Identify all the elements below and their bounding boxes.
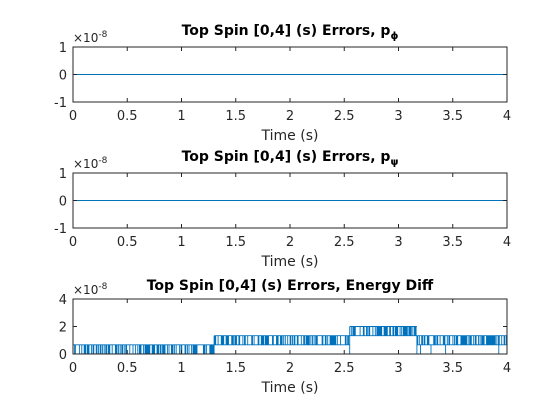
x-tick-label: 3 [394, 235, 402, 250]
y-axis-multiplier-base: ×10 [73, 157, 98, 171]
y-tick-label: -1 [54, 96, 67, 111]
x-tick-label: 3 [394, 109, 402, 124]
x-tick-label: 2 [286, 235, 294, 250]
x-tick-label: 2.5 [334, 235, 355, 250]
y-tick-label: 0 [59, 348, 67, 363]
chart-title-subscript: ψ [390, 157, 398, 168]
x-axis-label: Time (s) [261, 128, 319, 144]
y-axis-multiplier-exponent: -8 [98, 156, 107, 166]
chart-title-main: Top Spin [0,4] (s) Errors, Energy Diff [147, 278, 434, 294]
tick-layer: 0 0.5 1 1.5 2 2.5 3 3.5 4 0 2 4 [59, 293, 511, 376]
chart-title: Top Spin [0,4] (s) Errors, pϕ [182, 23, 399, 42]
energy-diff-series [73, 326, 507, 355]
x-tick-label: 1 [177, 109, 185, 124]
x-tick-label: 1 [177, 235, 185, 250]
x-tick-label: 1 [177, 361, 185, 376]
subplot-energy-diff: 0 0.5 1 1.5 2 2.5 3 3.5 4 0 2 4 Top Spin [0,4] (s) … [59, 278, 511, 396]
x-tick-label: 1.5 [225, 109, 246, 124]
x-tick-label: 0 [69, 109, 77, 124]
x-tick-label: 3.5 [442, 109, 463, 124]
chart-title: Top Spin [0,4] (s) Errors, pψ [182, 149, 399, 168]
y-tick-label: 0 [59, 69, 67, 84]
y-tick-label: 4 [59, 293, 67, 308]
y-axis-multiplier-base: ×10 [73, 283, 98, 297]
x-tick-label: 3.5 [442, 361, 463, 376]
subplot-p-phi: 0 0.5 1 1.5 2 2.5 3 3.5 4-101 Top Spin [0,4] (s)… [54, 23, 511, 144]
chart-title-subscript: ϕ [390, 31, 398, 42]
y-tick-label: -1 [54, 222, 67, 237]
y-tick-label: 1 [59, 167, 67, 182]
x-tick-label: 4 [503, 109, 511, 124]
x-tick-label: 3 [394, 361, 402, 376]
x-tick-label: 0 [69, 361, 77, 376]
subplot-p-psi: 0 0.5 1 1.5 2 2.5 3 3.5 4-101 Top Spin [0,4] (s)… [54, 149, 511, 270]
x-tick-label: 2.5 [334, 109, 355, 124]
x-tick-label: 4 [503, 361, 511, 376]
y-axis-multiplier-exponent: -8 [98, 30, 107, 40]
x-tick-label: 2 [286, 109, 294, 124]
y-axis-multiplier: ×10-8 [73, 282, 108, 297]
tick-layer: 0 0.5 1 1.5 2 2.5 3 3.5 4-101 [54, 167, 511, 250]
x-tick-label: 1.5 [225, 361, 246, 376]
x-tick-label: 0.5 [117, 361, 138, 376]
y-tick-label: 0 [59, 195, 67, 210]
x-tick-label: 1.5 [225, 235, 246, 250]
y-tick-label: 1 [59, 41, 67, 56]
x-tick-label: 3.5 [442, 235, 463, 250]
x-tick-label: 2 [286, 361, 294, 376]
x-tick-label: 4 [503, 235, 511, 250]
x-tick-label: 0.5 [117, 235, 138, 250]
chart-title-main: Top Spin [0,4] (s) Errors, p [182, 149, 391, 165]
x-axis-label: Time (s) [261, 254, 319, 270]
x-tick-label: 2.5 [334, 361, 355, 376]
chart-title: Top Spin [0,4] (s) Errors, Energy Diff [147, 278, 434, 294]
y-tick-label: 2 [59, 321, 67, 336]
x-tick-label: 0 [69, 235, 77, 250]
y-axis-multiplier: ×10-8 [73, 156, 108, 171]
chart-title-main: Top Spin [0,4] (s) Errors, p [182, 23, 391, 39]
x-axis-label: Time (s) [261, 380, 319, 396]
tick-layer: 0 0.5 1 1.5 2 2.5 3 3.5 4-101 [54, 41, 511, 124]
y-axis-multiplier-base: ×10 [73, 31, 98, 45]
data-layer [73, 326, 507, 355]
y-axis-multiplier-exponent: -8 [98, 282, 107, 292]
x-tick-label: 0.5 [117, 109, 138, 124]
y-axis-multiplier: ×10-8 [73, 30, 108, 45]
